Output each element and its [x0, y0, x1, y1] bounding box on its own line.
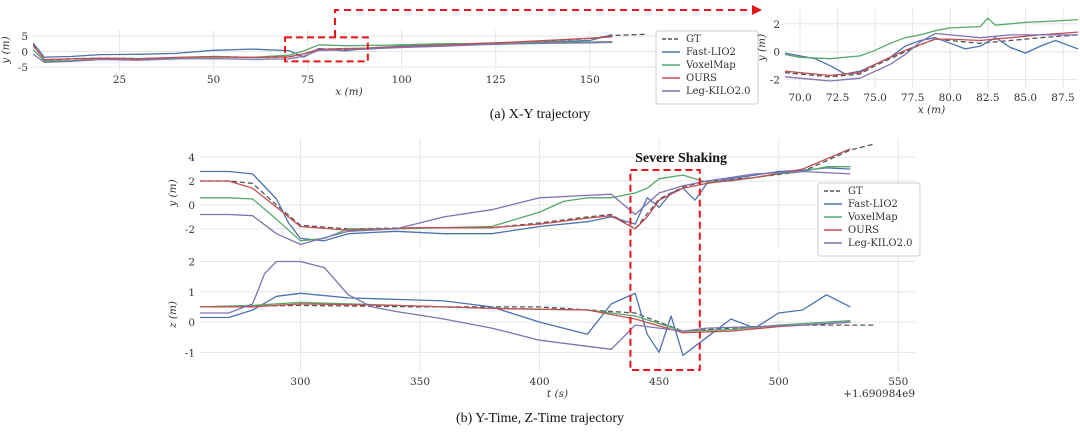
x-tick-label: 75 [301, 74, 314, 86]
legend-label: Leg-KILO2.0 [848, 238, 913, 249]
x-tick-label: 350 [410, 376, 430, 388]
y-tick-label: -1 [185, 347, 195, 359]
x-tick-label: 300 [290, 376, 310, 388]
y-tick-label: 2 [773, 19, 780, 31]
series-group [200, 143, 875, 246]
x-tick-label: 85.0 [1014, 92, 1037, 104]
x-tick-label: 400 [530, 376, 550, 388]
legend-label: OURS [848, 225, 879, 236]
x-tick-label: 70.0 [788, 92, 811, 104]
legend: GT Fast-LIO2 VoxelMap OURS Leg-KILO2.0 [655, 30, 759, 105]
x-tick-label: 125 [486, 74, 506, 86]
caption-a: (a) X-Y trajectory [489, 107, 591, 122]
y-tick-label: 2 [188, 176, 195, 188]
series-voxelmap [785, 17, 1078, 60]
legend-label: VoxelMap [685, 60, 736, 71]
y-tick-label: 0 [773, 47, 780, 59]
series-fast-lio2 [785, 37, 1078, 75]
x-tick-label: 72.5 [826, 92, 849, 104]
series-leg-kilo2-0 [33, 41, 613, 63]
x-tick-label: 80.0 [939, 92, 962, 104]
chart-y-time: -2 0 2 4 y (m) GT Fast-LIO2 VoxelMap OURS Leg-KIL… [167, 138, 921, 257]
severe-shaking-box [629, 169, 701, 371]
series-group [33, 33, 647, 63]
x-offset-label: +1.690984e9 [843, 388, 915, 400]
legend-frame [655, 30, 759, 105]
series-fast-lio2 [200, 167, 851, 242]
series-gt [785, 34, 1078, 78]
legend-label: VoxelMap [847, 212, 898, 223]
legend-label: OURS [686, 73, 717, 84]
x-tick-label: 25 [113, 74, 126, 86]
x-tick-label: 77.5 [901, 92, 924, 104]
x-tick-label: 500 [769, 376, 789, 388]
y-axis-label: y (m) [167, 179, 179, 207]
y-axis-label: y (m) [0, 36, 12, 64]
y-tick-label: -2 [770, 75, 780, 87]
x-axis-label: x (m) [335, 86, 362, 98]
series-group [785, 17, 1078, 82]
y-tick-label: 1 [188, 287, 195, 299]
y-tick-label: 2 [188, 257, 195, 269]
y-tick-label: -5 [18, 62, 28, 74]
chart-xy-trajectory: 25 50 75 100 125 150 -5 0 5 x (m) y (m) GT Fast-LIO2… [0, 30, 759, 105]
y-tick-label: 0 [188, 200, 195, 212]
series-ours [200, 148, 851, 231]
y-tick-label: 0 [188, 317, 195, 329]
x-tick-label: 100 [392, 74, 412, 86]
x-tick-label: 450 [649, 376, 669, 388]
series-gt [33, 33, 647, 61]
y-axis-label: z (m) [167, 301, 179, 329]
x-tick-label: 82.5 [976, 92, 999, 104]
series-gt [200, 304, 875, 332]
series-ours [200, 303, 851, 334]
legend-label: GT [686, 34, 701, 45]
severe-shaking-label: Severe Shaking [635, 151, 727, 166]
legend: GT Fast-LIO2 VoxelMap OURS Leg-KILO2.0 [817, 182, 921, 257]
zoom-connector-arrow [334, 5, 762, 37]
y-axis-label: y (m) [756, 34, 768, 62]
series-leg-kilo2-0 [200, 170, 851, 246]
x-axis-label: t (s) [547, 388, 568, 400]
series-group [200, 260, 875, 357]
zoom-region-box [284, 36, 369, 63]
chart-xy-zoom-inset: 70.0 72.5 75.0 77.5 80.0 82.5 85.0 87.5 -2 0 2 x (m… [756, 7, 1078, 116]
x-tick-label: 75.0 [863, 92, 886, 104]
x-tick-label: 87.5 [1051, 92, 1074, 104]
series-fast-lio2 [200, 292, 851, 357]
y-tick-label: 4 [188, 152, 195, 164]
caption-b: (b) Y-Time, Z-Time trajectory [456, 411, 624, 426]
overlay-annotations: Severe Shaking [334, 5, 762, 371]
x-tick-label: 50 [207, 74, 220, 86]
x-axis-label: x (m) [918, 104, 945, 116]
legend-label: Leg-KILO2.0 [686, 86, 751, 97]
x-tick-label: 550 [888, 376, 908, 388]
chart-z-time: 300 350 400 450 500 550 -1 0 1 2 t (s) z (m) +1.6909… [167, 257, 915, 400]
y-tick-label: 5 [21, 31, 28, 43]
y-tick-label: -2 [185, 224, 195, 236]
legend-frame [817, 182, 921, 257]
y-tick-label: 0 [21, 47, 28, 59]
legend-label: GT [848, 186, 863, 197]
legend-label: Fast-LIO2 [686, 47, 736, 58]
series-leg-kilo2-0 [785, 32, 1078, 82]
x-tick-label: 150 [580, 74, 600, 86]
legend-label: Fast-LIO2 [848, 199, 898, 210]
series-leg-kilo2-0 [200, 260, 851, 350]
series-ours [33, 36, 613, 61]
